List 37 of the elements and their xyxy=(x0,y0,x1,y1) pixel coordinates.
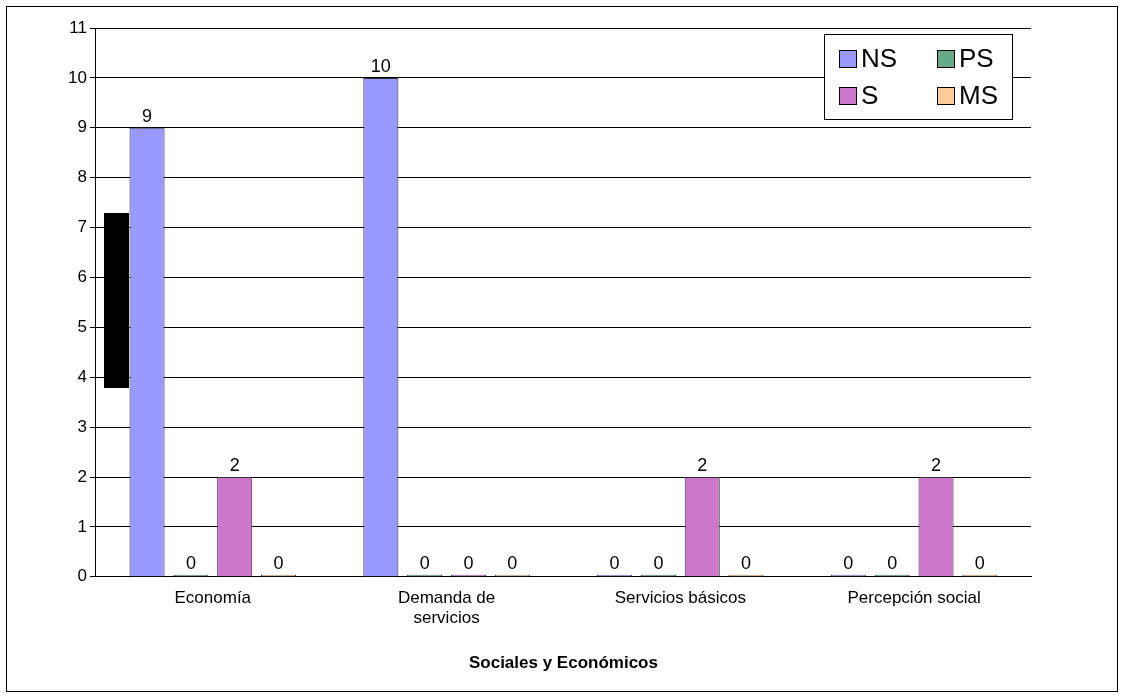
y-tick-label: 11 xyxy=(69,17,87,37)
y-tick-label: 10 xyxy=(67,67,87,87)
y-tick-label: 9 xyxy=(77,117,87,137)
y-tick-label: 0 xyxy=(77,566,87,586)
data-label: 0 xyxy=(653,552,664,573)
y-tick-label: 7 xyxy=(77,217,87,237)
y-tick-label: 1 xyxy=(77,516,87,536)
data-label: 2 xyxy=(229,454,240,475)
data-label: 0 xyxy=(741,552,752,573)
legend-label: S xyxy=(860,80,879,111)
data-label: 9 xyxy=(142,105,153,126)
legend-label: PS xyxy=(959,43,994,74)
x-tick-label: Servicios básicos xyxy=(614,587,747,607)
legend-label: NS xyxy=(860,43,897,74)
y-tick-label: 5 xyxy=(77,317,87,337)
data-label: 2 xyxy=(931,454,942,475)
data-label: 0 xyxy=(419,552,430,573)
data-label: 0 xyxy=(185,552,196,573)
legend-label: MS xyxy=(959,80,998,111)
x-tick-label: Demanda de servicios xyxy=(397,587,496,628)
data-label: 2 xyxy=(697,454,708,475)
data-label: 0 xyxy=(609,552,620,573)
data-label: 10 xyxy=(370,55,391,76)
data-label: 0 xyxy=(273,552,284,573)
data-label: 0 xyxy=(507,552,518,573)
y-tick-label: 6 xyxy=(77,267,87,287)
data-label: 0 xyxy=(974,552,985,573)
y-tick-label: 8 xyxy=(77,167,87,187)
y-tick-label: 4 xyxy=(77,366,87,386)
data-label: 0 xyxy=(843,552,854,573)
data-label: 0 xyxy=(887,552,898,573)
x-axis-title: Sociales y Económicos xyxy=(468,653,658,673)
y-tick-label: 3 xyxy=(77,416,87,436)
data-label: 0 xyxy=(463,552,474,573)
y-tick-label: 2 xyxy=(77,466,87,486)
x-tick-label: Economía xyxy=(174,587,252,607)
x-tick-label: Percepción social xyxy=(847,587,981,607)
